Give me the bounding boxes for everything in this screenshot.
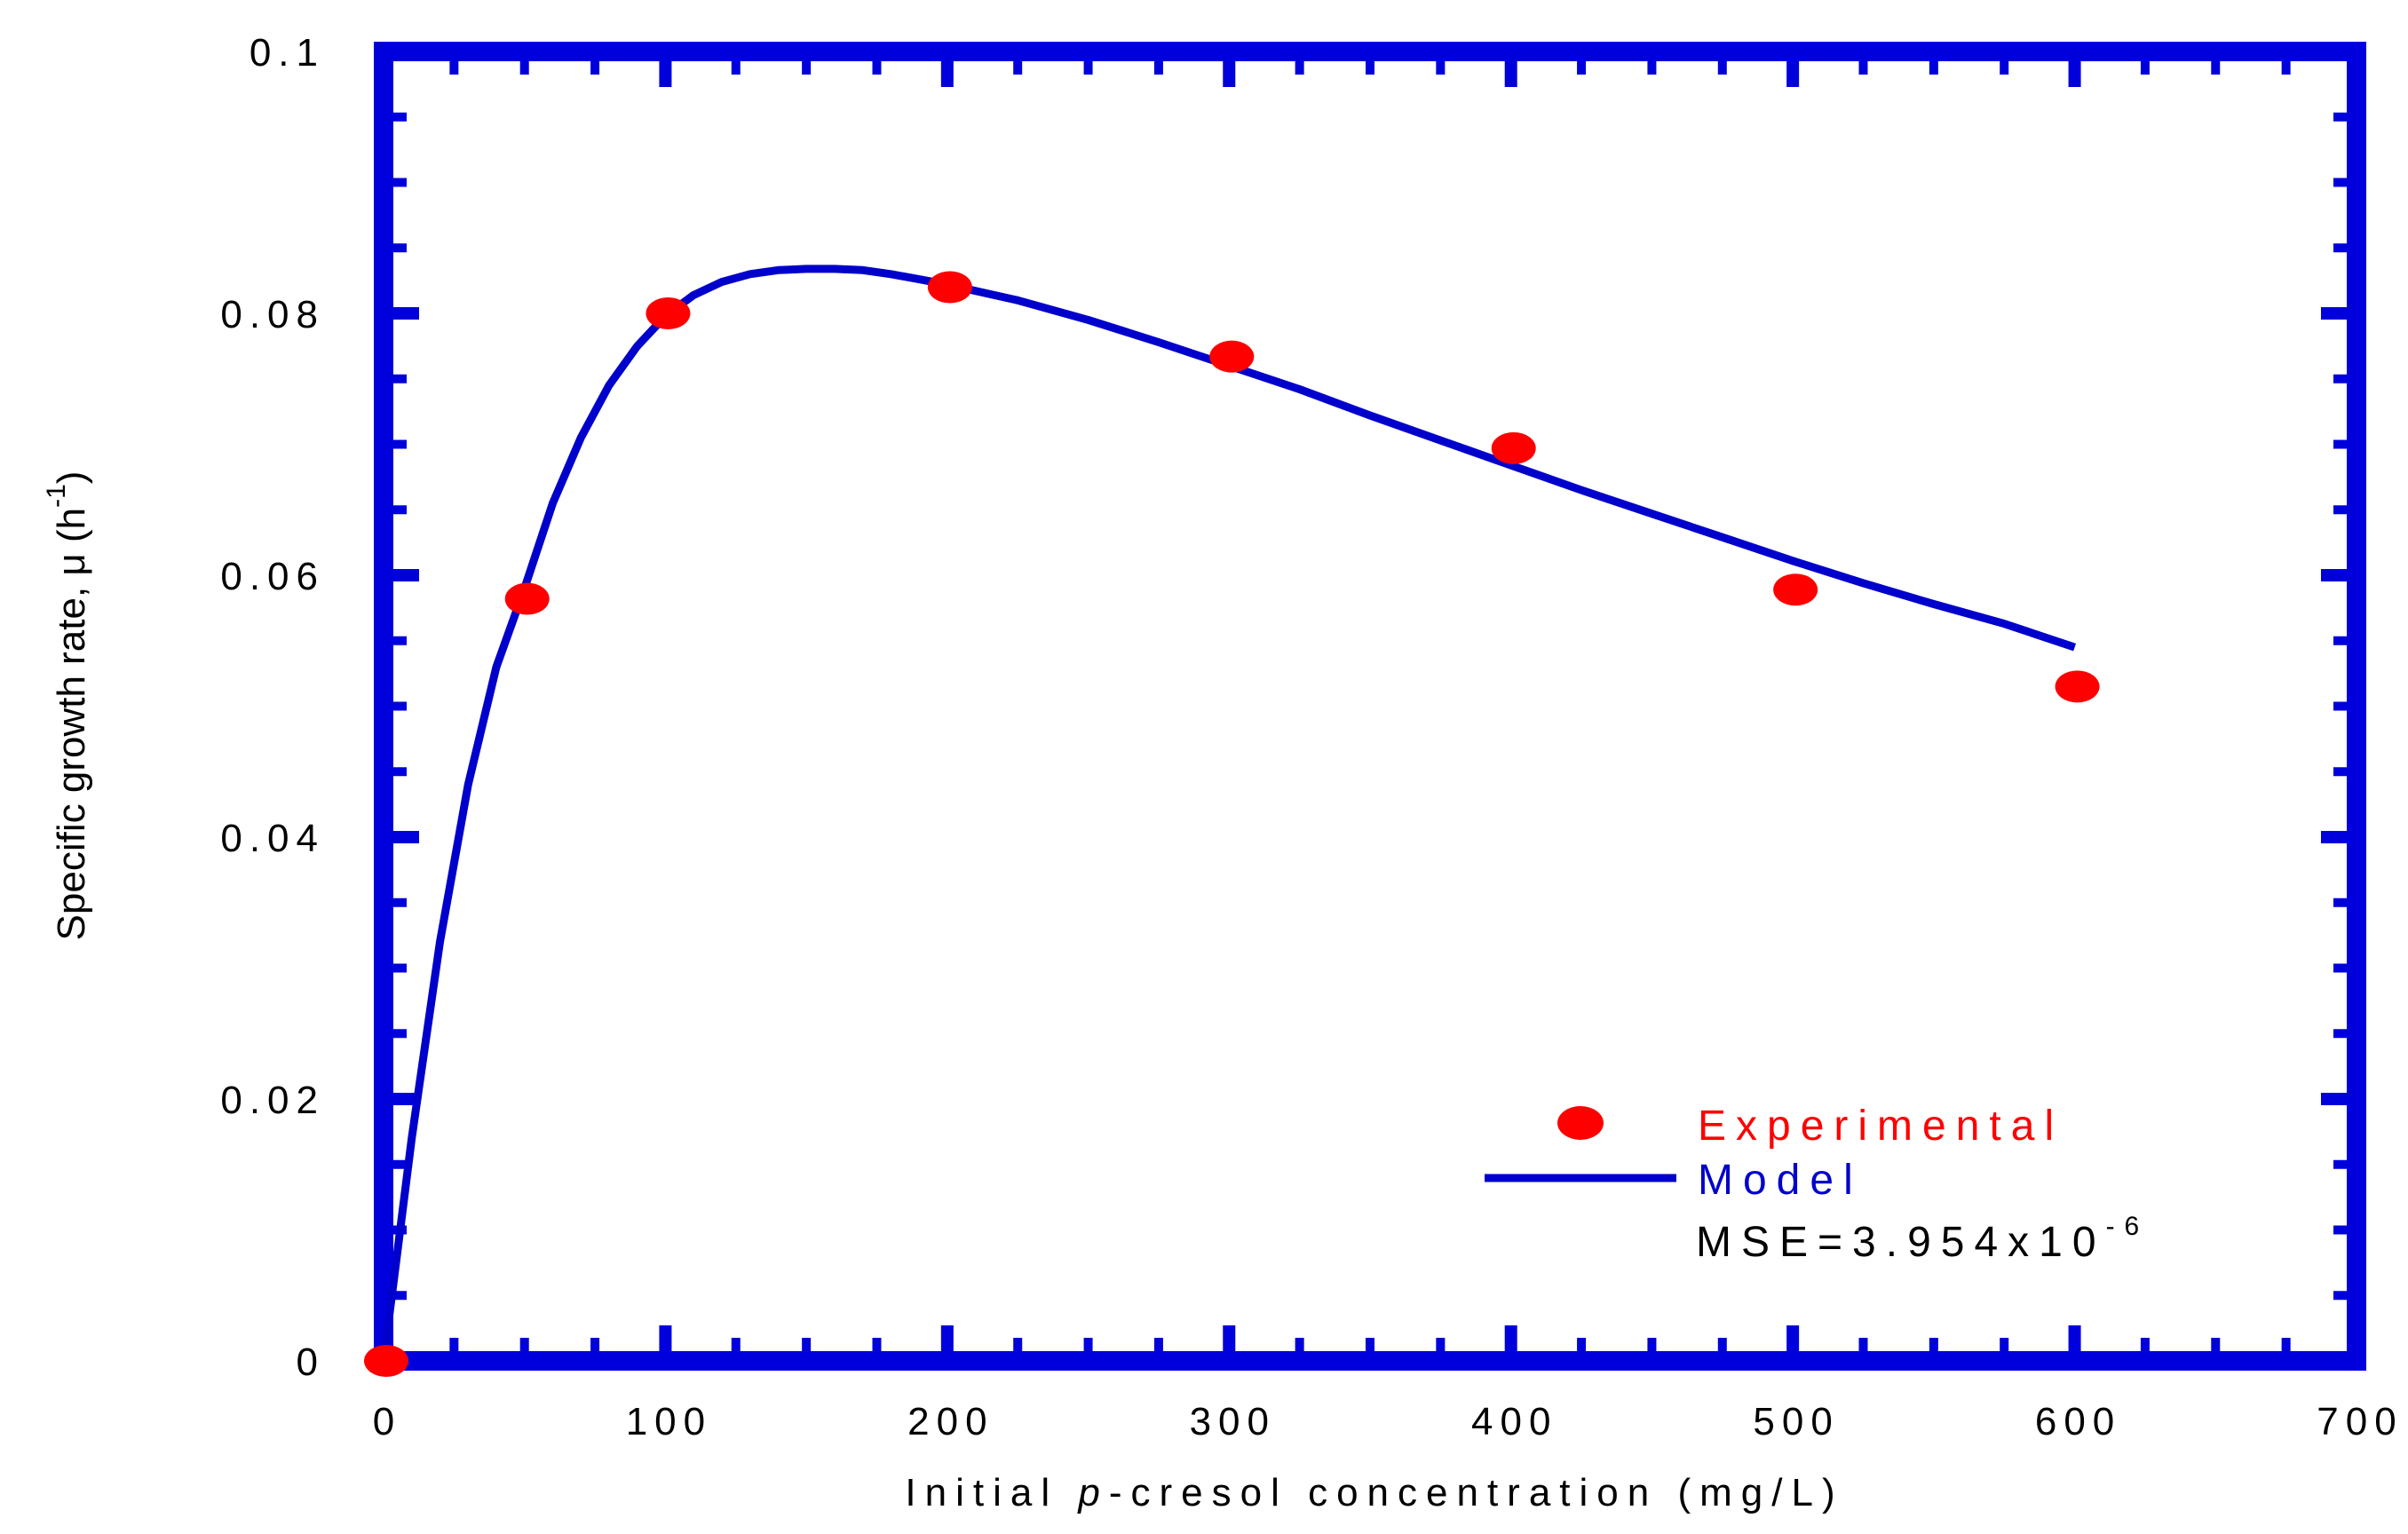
x-tick-labels: 0 100 200 300 400 500 600 700 <box>373 1400 2403 1443</box>
x-axis-title-suffix: -cresol concentration (mg/L) <box>1109 1471 1844 1514</box>
legend-experimental-marker <box>1557 1106 1604 1140</box>
legend-experimental-label: Experimental <box>1698 1103 2063 1150</box>
legend: Experimental Model MSE=3.954x10-6 <box>1485 1103 2149 1266</box>
experimental-point <box>646 297 691 329</box>
y-axis-title-superscript: -1 <box>42 484 71 508</box>
mse-annotation-base: MSE=3.954x10 <box>1696 1219 2106 1266</box>
x-tick-label: 200 <box>907 1400 994 1443</box>
mse-annotation-superscript: -6 <box>2106 1212 2150 1241</box>
x-axis-title-italic: p <box>1076 1471 1108 1514</box>
x-tick-label: 300 <box>1190 1400 1276 1443</box>
y-axis-title-main: Specific growth rate, μ (h <box>50 508 93 941</box>
x-axis-title-prefix: Initial <box>905 1471 1078 1514</box>
y-axis-title-close: ) <box>50 471 93 485</box>
y-tick-label: 0.02 <box>220 1079 325 1122</box>
y-tick-label: 0.1 <box>250 31 325 75</box>
x-tick-label: 0 <box>373 1400 401 1443</box>
x-tick-label: 700 <box>2317 1400 2403 1443</box>
axis-ticks <box>377 45 2363 1367</box>
experimental-point <box>1773 573 1818 606</box>
experimental-point <box>504 582 550 615</box>
plot-frame <box>374 42 2366 1371</box>
y-tick-label: 0.06 <box>220 555 325 598</box>
y-tick-label: 0.08 <box>220 293 325 336</box>
y-axis-title: Specific growth rate, μ (h-1) <box>42 471 93 941</box>
x-tick-label: 400 <box>1471 1400 1557 1443</box>
experimental-series <box>364 271 2100 1377</box>
y-tick-label: 0.04 <box>220 817 325 860</box>
model-series <box>379 265 2077 1362</box>
experimental-point <box>1209 340 1255 373</box>
x-tick-label: 500 <box>1753 1400 1839 1443</box>
x-tick-label: 100 <box>626 1400 712 1443</box>
experimental-point <box>364 1345 408 1377</box>
y-tick-labels: 0 0.02 0.04 0.06 0.08 0.1 <box>220 31 325 1384</box>
experimental-point <box>1491 431 1536 464</box>
experimental-point <box>2055 670 2100 703</box>
x-tick-label: 600 <box>2035 1400 2121 1443</box>
model-curve <box>379 265 2077 1362</box>
x-axis-title: Initial p-cresol concentration (mg/L) <box>905 1471 1843 1514</box>
legend-model-label: Model <box>1698 1157 1863 1204</box>
experimental-point <box>927 271 972 304</box>
mse-annotation: MSE=3.954x10-6 <box>1696 1212 2149 1266</box>
y-tick-label: 0 <box>297 1340 325 1384</box>
